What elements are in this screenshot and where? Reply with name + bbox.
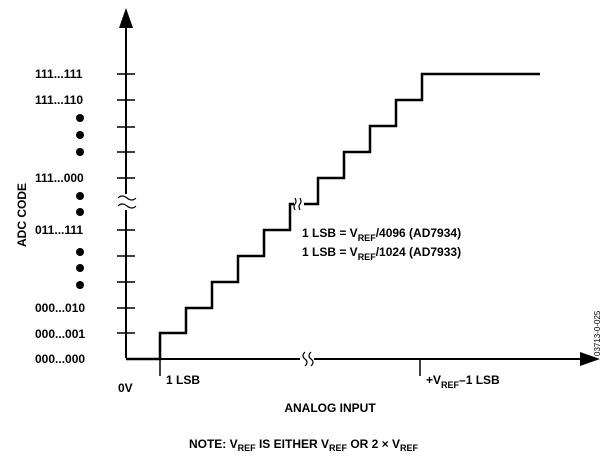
x-axis-break: [300, 351, 314, 367]
y-tick-label: 000...010: [35, 301, 85, 315]
y-ellipsis-upper: [76, 114, 84, 156]
y-tick-label: 111...000: [35, 171, 84, 185]
y-ellipsis-lower: [76, 192, 84, 289]
x-tick-origin: 0V: [118, 381, 133, 395]
y-tick-label: 000...001: [35, 327, 85, 341]
y-tick-label: 000...000: [35, 352, 85, 366]
figure-id: 03713-0-025: [593, 310, 602, 356]
y-axis-break: [117, 194, 137, 210]
x-ticks: [159, 359, 421, 376]
y-ticks: [117, 73, 135, 334]
lsb-note-ad7934: 1 LSB = VREF/4096 (AD7934): [302, 226, 461, 243]
y-tick-label: 011...111: [35, 223, 83, 237]
footnote: NOTE: VREF IS EITHER VREF OR 2 × VREF: [188, 437, 419, 453]
y-tick-label: 111...110: [35, 93, 83, 107]
x-axis-label: ANALOG INPUT: [284, 401, 376, 415]
transfer-function-break: [293, 197, 302, 211]
lsb-note-ad7933: 1 LSB = VREF/1024 (AD7933): [302, 245, 461, 262]
x-axis-arrow: [580, 352, 600, 366]
y-axis-label: ADC CODE: [15, 183, 29, 247]
y-axis-arrow: [119, 8, 133, 28]
transfer-function-upper: [304, 72, 540, 206]
transfer-function-lower: [126, 202, 294, 361]
x-tick-lsb: 1 LSB: [166, 373, 200, 387]
y-tick-label: 111...111: [35, 67, 83, 81]
x-tick-vref: +VREF–1 LSB: [426, 373, 500, 390]
